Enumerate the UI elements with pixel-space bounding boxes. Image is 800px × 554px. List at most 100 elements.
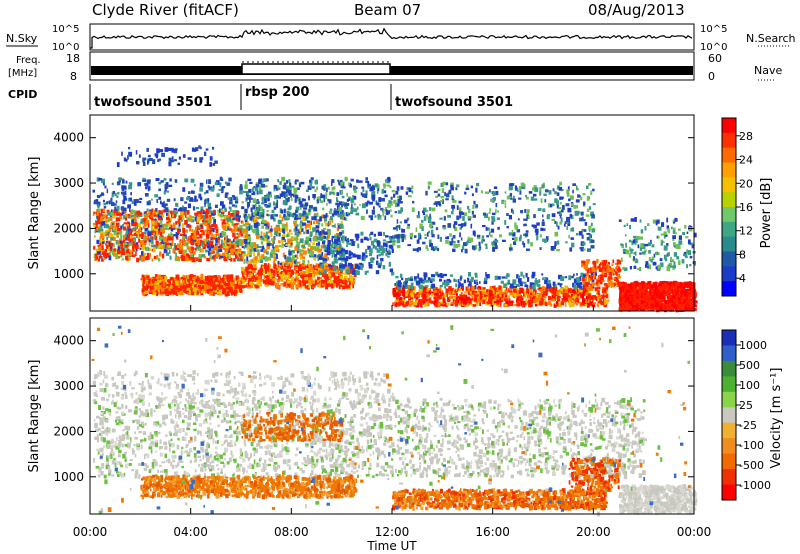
power-cell [465, 296, 469, 301]
power-cell [226, 235, 228, 239]
power-cell [312, 237, 317, 242]
power-cell [200, 206, 204, 210]
power-cell [303, 284, 306, 289]
power-cell [293, 217, 298, 220]
power-cell [142, 161, 146, 166]
power-cell [526, 248, 530, 251]
power-cell [317, 276, 320, 280]
power-cell [206, 243, 211, 249]
power-cell [509, 247, 513, 251]
power-cell [404, 219, 408, 224]
power-cell [131, 254, 136, 257]
power-cell [378, 264, 381, 269]
power-cell [141, 251, 144, 256]
power-cell [110, 211, 114, 216]
power-cell [482, 225, 486, 228]
power-cell [108, 251, 111, 257]
power-cell [120, 213, 124, 216]
power-cell [214, 290, 218, 293]
power-cell [244, 213, 247, 217]
power-cell [417, 300, 421, 304]
power-cell [235, 213, 240, 217]
power-cell [164, 184, 169, 189]
power-cell [193, 230, 197, 235]
power-cell [205, 239, 209, 245]
power-cell [339, 201, 343, 206]
power-cell [341, 257, 345, 260]
power-cell [123, 244, 125, 249]
power-cell [401, 228, 405, 233]
power-cell [101, 192, 104, 196]
power-cell [182, 215, 185, 220]
power-cell [428, 217, 431, 223]
cpid-segment-1: twofsound 3501 [94, 95, 212, 110]
power-cell [131, 228, 135, 231]
power-cell [271, 209, 275, 214]
power-cell [106, 252, 110, 257]
power-cell [125, 232, 128, 237]
power-cell [299, 200, 303, 204]
power-cell [286, 197, 289, 203]
power-cell [319, 238, 323, 241]
power-cell [281, 234, 286, 238]
power-cell [294, 262, 297, 266]
power-cell [247, 194, 252, 200]
power-cell [179, 240, 182, 243]
power-cell [125, 159, 128, 162]
power-cell [368, 261, 371, 266]
power-cell [209, 156, 213, 161]
power-cell [230, 244, 235, 249]
power-cell [317, 266, 320, 272]
power-cell [212, 250, 215, 254]
power-cell [195, 288, 200, 291]
power-cell [331, 251, 335, 255]
power-cell [112, 236, 116, 241]
power-cell [312, 264, 315, 269]
power-cell [523, 291, 525, 297]
power-cell [361, 193, 365, 198]
power-cell [378, 253, 381, 257]
power-cell [228, 288, 232, 293]
power-cell [429, 213, 431, 219]
power-cell [574, 298, 578, 304]
rbsp-band [241, 63, 391, 75]
power-cell [320, 244, 323, 249]
power-cell [333, 249, 337, 253]
power-cell [244, 218, 248, 222]
power-cell [142, 274, 145, 280]
power-cell [284, 254, 287, 260]
power-cell [353, 195, 357, 200]
power-cell [253, 257, 257, 260]
power-cell [173, 149, 178, 154]
power-cell [191, 216, 195, 219]
power-cell [162, 223, 166, 227]
power-cell [545, 292, 548, 296]
power-cell [241, 206, 245, 210]
power-cell [360, 192, 363, 196]
power-cell [489, 285, 492, 291]
power-cell [541, 228, 546, 231]
power-cell [479, 302, 481, 306]
power-cell [297, 229, 301, 234]
power-cell [157, 214, 162, 219]
power-cell [113, 203, 117, 206]
power-cell [245, 180, 248, 186]
power-cell [179, 207, 183, 212]
power-cell [499, 293, 503, 299]
power-cell [265, 205, 268, 208]
power-cell [95, 221, 100, 225]
power-cell [361, 186, 365, 189]
power-cell [299, 256, 302, 260]
power-cell [246, 223, 251, 226]
power-cell [266, 275, 268, 280]
power-cell [241, 251, 245, 255]
power-cell [270, 225, 273, 229]
power-cell [464, 248, 468, 254]
power-cell [181, 253, 186, 257]
power-cell [258, 282, 262, 287]
power-cell [554, 231, 559, 237]
power-cell [390, 236, 394, 239]
power-cell [125, 180, 128, 184]
power-cell [134, 219, 137, 223]
nsearch-tick-bottom: 10^0 [700, 42, 727, 53]
